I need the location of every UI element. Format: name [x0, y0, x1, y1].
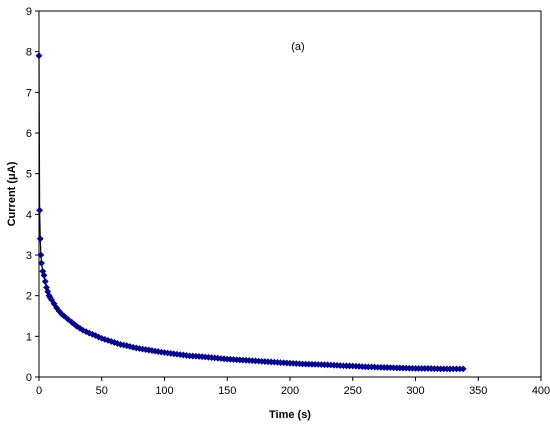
- data-point-marker: [41, 278, 49, 285]
- x-tick-label: 300: [406, 385, 424, 397]
- y-tick-label: 5: [26, 169, 32, 181]
- data-point-marker: [126, 343, 134, 350]
- data-point-marker: [211, 354, 219, 362]
- data-point-marker: [40, 271, 48, 279]
- x-tick-label: 350: [469, 385, 487, 397]
- data-point-marker: [60, 312, 68, 320]
- data-point-marker: [88, 330, 96, 338]
- data-point-marker: [73, 322, 81, 330]
- x-axis-title: Time (s): [269, 409, 311, 421]
- data-point-marker: [55, 307, 63, 315]
- data-point-marker: [157, 348, 165, 356]
- y-axis-title: Current (μA): [6, 161, 18, 226]
- data-point-marker: [183, 352, 190, 359]
- data-point-marker: [58, 310, 65, 318]
- series-markers: [35, 52, 467, 373]
- data-point-marker: [170, 350, 178, 358]
- data-point-marker: [92, 332, 99, 339]
- data-point-marker: [36, 206, 44, 214]
- data-point-marker: [48, 296, 55, 304]
- data-point-marker: [205, 353, 212, 361]
- y-tick-label: 3: [26, 250, 32, 262]
- data-point-marker: [198, 353, 206, 361]
- data-point-marker: [39, 267, 47, 275]
- y-tick-label: 0: [26, 372, 32, 384]
- x-tick-label: 0: [36, 385, 42, 397]
- data-point-marker: [167, 350, 175, 357]
- y-tick-label: 6: [26, 128, 32, 140]
- data-point-marker: [208, 354, 215, 361]
- data-point-marker: [459, 365, 467, 373]
- x-tick-label: 200: [281, 385, 299, 397]
- data-point-marker: [43, 284, 50, 291]
- data-point-marker: [35, 52, 43, 60]
- y-tick-label: 8: [26, 47, 32, 59]
- data-point-marker: [136, 345, 143, 352]
- data-point-marker: [36, 235, 44, 243]
- data-point-marker: [132, 344, 140, 352]
- data-point-marker: [120, 341, 128, 349]
- data-point-marker: [117, 341, 124, 348]
- data-point-marker: [37, 251, 45, 259]
- y-axis-ticks: 0 1 2 3 4 5 6 7 8 9: [26, 6, 39, 384]
- y-tick-label: 1: [26, 331, 32, 343]
- x-tick-label: 50: [96, 385, 108, 397]
- x-tick-label: 150: [218, 385, 236, 397]
- y-tick-label: 7: [26, 87, 32, 99]
- x-tick-label: 250: [344, 385, 362, 397]
- x-tick-label: 100: [155, 385, 173, 397]
- data-point-marker: [79, 326, 87, 334]
- data-point-marker: [85, 329, 93, 337]
- data-point-marker: [164, 349, 172, 357]
- annotation-label: (a): [291, 41, 304, 53]
- plot-area: [38, 10, 542, 378]
- x-axis-ticks: 0 50 100 150 200 250 300 350 400: [36, 377, 550, 397]
- data-point-marker: [107, 338, 115, 345]
- data-point-marker: [38, 259, 45, 267]
- x-tick-label: 400: [532, 385, 550, 397]
- y-tick-label: 4: [26, 209, 32, 221]
- y-tick-label: 9: [26, 6, 32, 18]
- y-tick-label: 2: [26, 291, 32, 303]
